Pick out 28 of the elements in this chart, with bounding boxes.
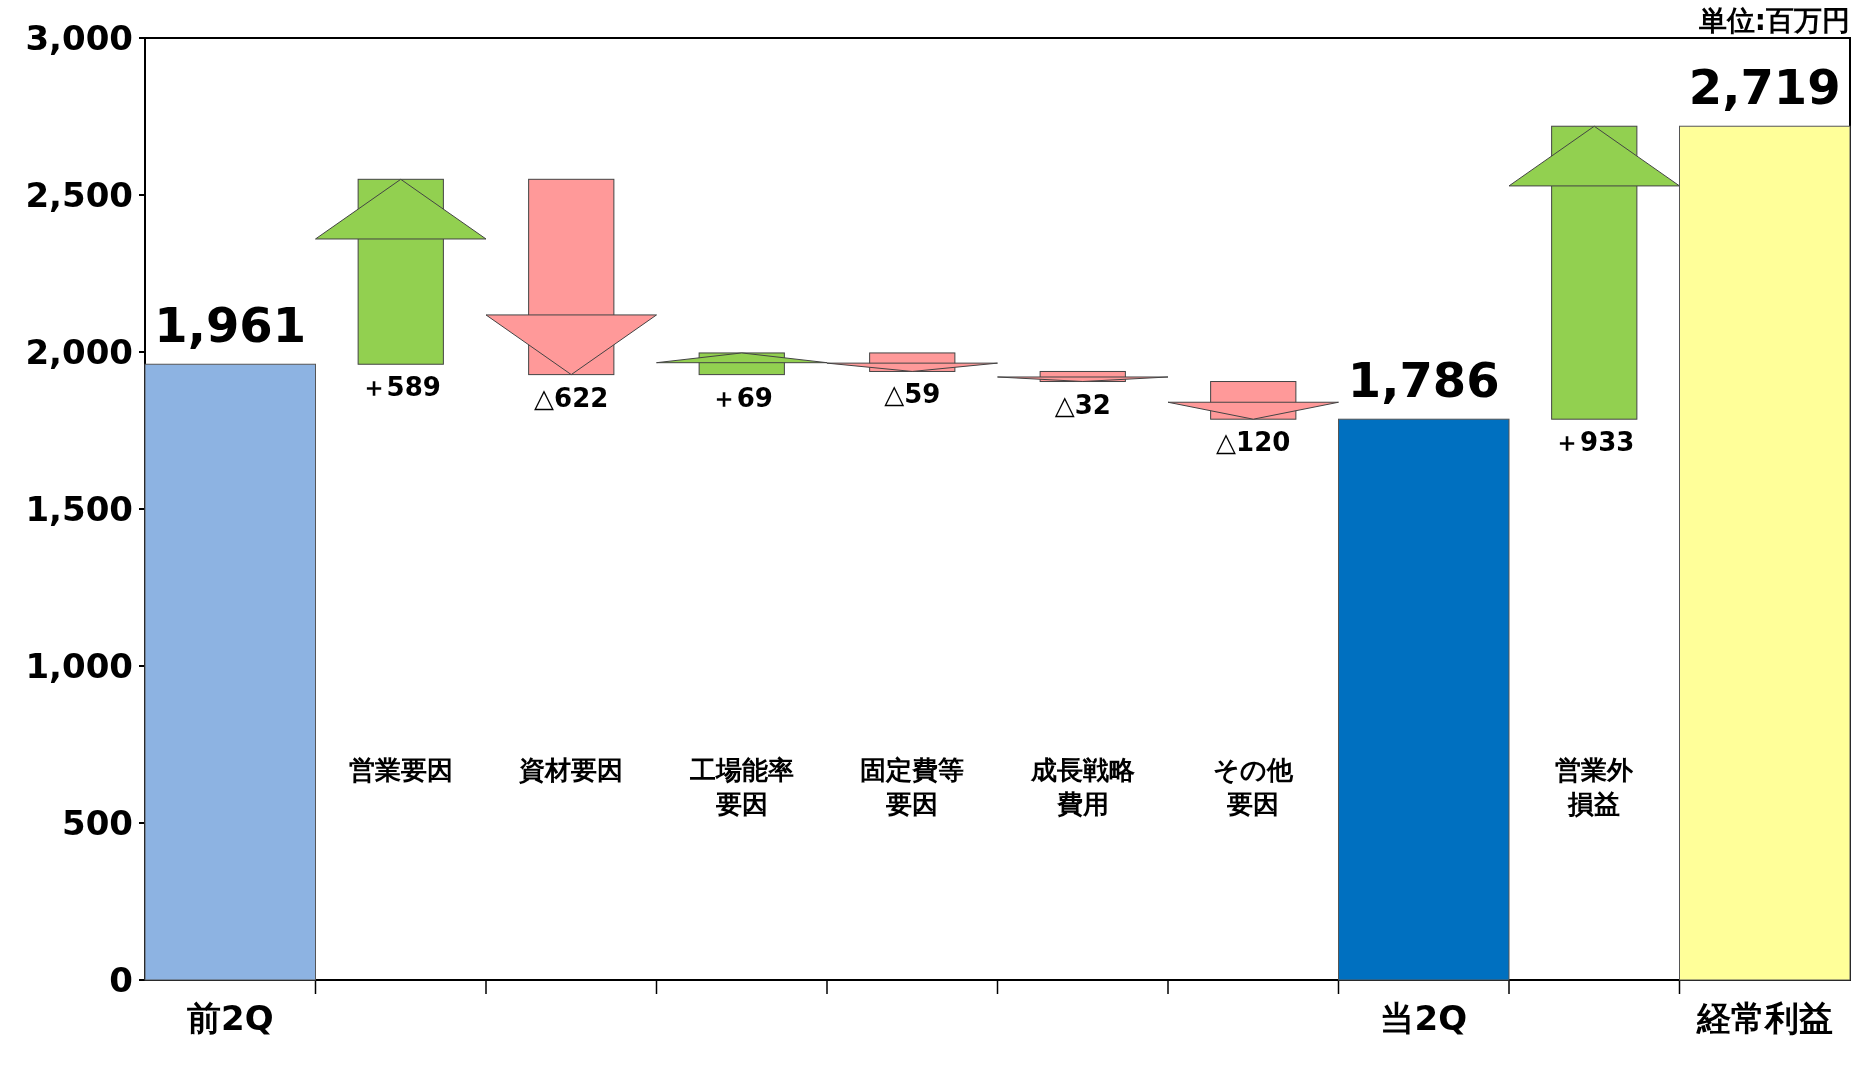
x-tick-label: 営業要因 — [348, 755, 453, 786]
x-tick-label: 当2Q — [1380, 998, 1468, 1038]
data-label: △59 — [884, 379, 941, 410]
data-label: 1,786 — [1347, 352, 1500, 409]
x-tick-label: 成長戦略費用 — [1029, 755, 1135, 820]
text: 単位:百万円 — [1697, 4, 1850, 37]
data-label: ＋589 — [360, 372, 441, 403]
data-label: △120 — [1216, 427, 1291, 458]
x-tick-label: 固定費等要因 — [860, 755, 965, 820]
x-tick-label: 前2Q — [186, 998, 274, 1038]
y-tick-label: 500 — [62, 803, 133, 843]
data-label: △622 — [534, 382, 609, 413]
y-tick-label: 3,000 — [25, 18, 133, 58]
data-label: 2,719 — [1688, 59, 1841, 116]
x-tick-label: 経常利益 — [1695, 998, 1833, 1038]
data-label: △32 — [1054, 389, 1111, 420]
y-tick-label: 2,000 — [25, 332, 133, 372]
data-label: ＋69 — [710, 382, 773, 413]
x-tick-label: その他要因 — [1213, 755, 1295, 820]
x-tick-label: 営業外損益 — [1555, 755, 1635, 820]
data-label: ＋933 — [1554, 427, 1635, 458]
x-tick-label: 資材要因 — [518, 755, 624, 786]
y-tick-label: 1,000 — [25, 646, 133, 686]
data-label: 1,961 — [154, 297, 307, 354]
x-tick-label: 工場能率要因 — [688, 755, 794, 820]
y-tick-label: 0 — [109, 960, 133, 1000]
y-tick-label: 1,500 — [25, 489, 133, 529]
y-tick-label: 2,500 — [25, 175, 133, 215]
